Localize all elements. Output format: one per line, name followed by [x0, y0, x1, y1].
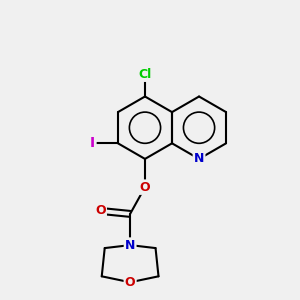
Text: O: O [125, 276, 135, 289]
Text: I: I [90, 136, 95, 150]
Text: N: N [125, 238, 135, 252]
Text: N: N [194, 152, 204, 165]
Text: O: O [140, 181, 150, 194]
Text: O: O [95, 204, 106, 218]
Text: Cl: Cl [138, 68, 152, 81]
